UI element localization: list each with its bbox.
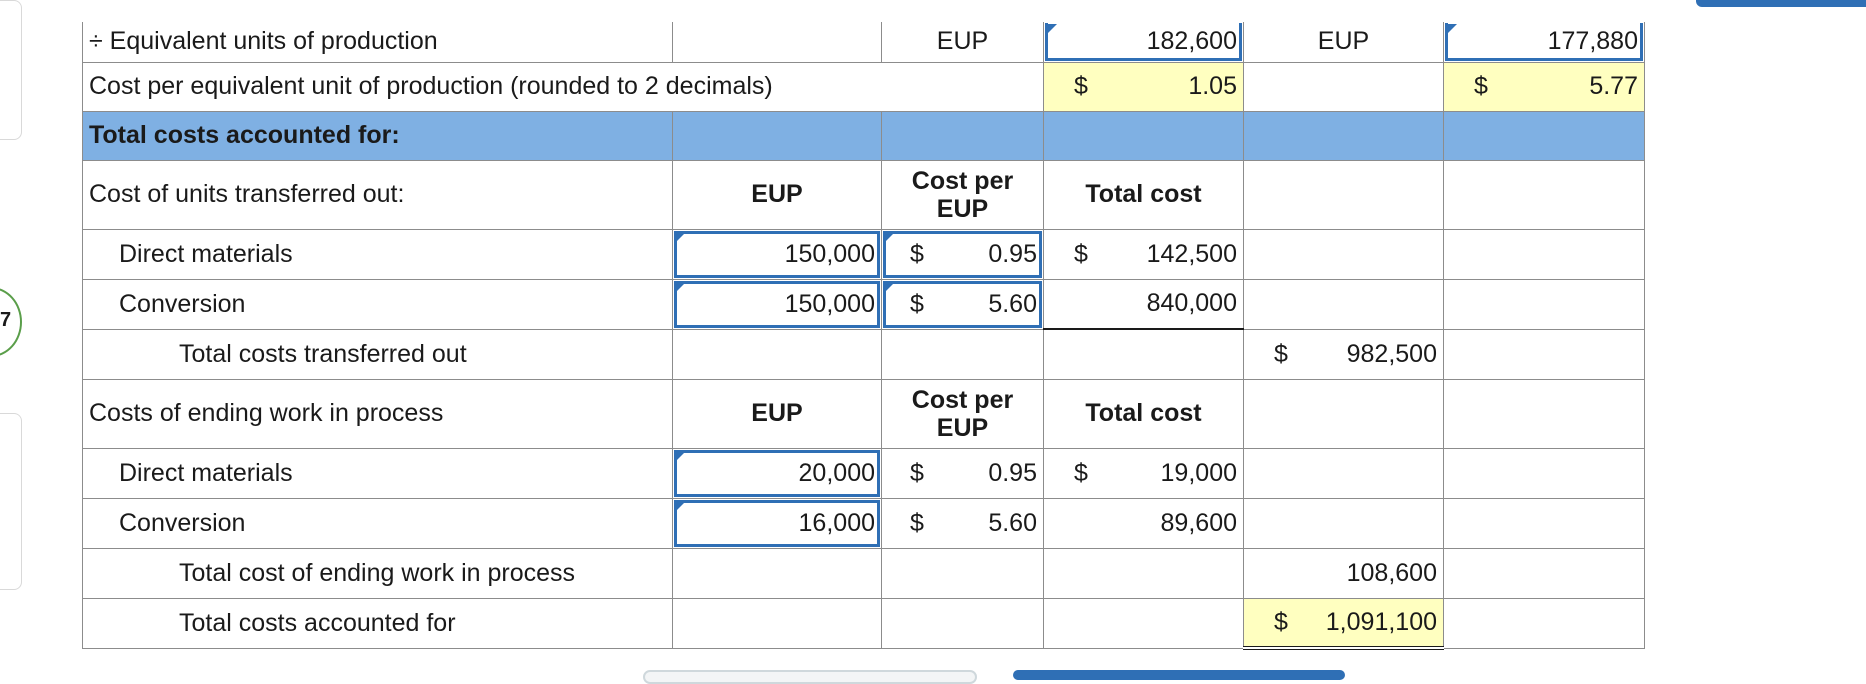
bottom-button-secondary[interactable] (643, 670, 977, 684)
currency-symbol: $ (1074, 239, 1088, 268)
eup-row-label: ÷ Equivalent units of production (82, 22, 673, 63)
eup-value: 150,000 (784, 239, 875, 268)
row-label: Direct materials (82, 447, 673, 499)
transferred-conv-row: Conversion 150,000 $5.60 840,000 (82, 278, 1645, 330)
row-label: Total costs transferred out (82, 328, 673, 380)
dm-eup-input[interactable]: 182,600 (1043, 22, 1244, 63)
conv-cost-per-eup-cell: $5.77 (1443, 61, 1645, 112)
dm-eup-unit: EUP (881, 22, 1044, 63)
transferred-dm-total-cell: $142,500 (1043, 228, 1244, 280)
currency-symbol: $ (1274, 607, 1288, 636)
cost-per-eup-value: 5.60 (988, 508, 1037, 537)
total-ending-wip-row: Total cost of ending work in process 108… (82, 547, 1645, 599)
ending-conv-cost-cell: $5.60 (881, 497, 1044, 549)
grand-total-row: Total costs accounted for $1,091,100 (82, 597, 1645, 650)
row-label: Conversion (82, 497, 673, 549)
side-panel-card (0, 0, 22, 140)
transferred-dm-eup-input[interactable]: 150,000 (672, 228, 882, 280)
currency-symbol: $ (1074, 458, 1088, 487)
transferred-header-row: Cost of units transferred out: EUP Cost … (82, 159, 1645, 230)
total-value: 89,600 (1160, 508, 1237, 537)
section-header-label: Total costs accounted for: (82, 110, 673, 161)
eup-value: 16,000 (798, 508, 875, 537)
transferred-conv-cost-input[interactable]: $5.60 (881, 278, 1044, 330)
transferred-conv-eup-input[interactable]: 150,000 (672, 278, 882, 330)
col-eup-header: EUP (672, 159, 882, 230)
cost-per-eup-value: 5.60 (988, 289, 1037, 318)
total-value: 840,000 (1146, 289, 1237, 318)
col-cost-per-eup-header: Cost per EUP (881, 378, 1044, 449)
row-label: Total costs accounted for (82, 597, 673, 649)
currency-symbol: $ (910, 289, 924, 318)
step-number: 7 (0, 309, 12, 331)
dm-cost-per-eup-cell: $1.05 (1043, 61, 1244, 112)
conv-eup-unit: EUP (1243, 22, 1444, 63)
ending-dm-total-cell: $19,000 (1043, 447, 1244, 499)
process-cost-table: ÷ Equivalent units of production EUP 182… (82, 22, 1645, 650)
row-label: Conversion (82, 278, 673, 330)
currency-symbol: $ (910, 508, 924, 537)
currency-symbol: $ (1474, 72, 1488, 100)
row-label: Direct materials (82, 228, 673, 280)
cost-per-eup-label: Cost per equivalent unit of production (… (82, 61, 1044, 112)
col-cost-per-eup-header: Cost per EUP (881, 159, 1044, 230)
section-header-row: Total costs accounted for: (82, 110, 1645, 161)
total-value: 108,600 (1346, 558, 1437, 587)
dm-eup-value: 182,600 (1146, 27, 1237, 56)
cost-per-eup-row: Cost per equivalent unit of production (… (82, 61, 1645, 112)
currency-symbol: $ (1074, 72, 1088, 100)
currency-symbol: $ (910, 239, 924, 268)
total-ending-wip-cell: 108,600 (1243, 547, 1444, 599)
total-value: 19,000 (1160, 458, 1237, 487)
ending-conv-row: Conversion 16,000 $5.60 89,600 (82, 497, 1645, 549)
conv-cost-per-eup-value: 5.77 (1589, 72, 1638, 100)
col-total-cost-header: Total cost (1043, 378, 1244, 449)
conv-eup-input[interactable]: 177,880 (1443, 22, 1645, 63)
ending-wip-header-row: Costs of ending work in process EUP Cost… (82, 378, 1645, 449)
row-label: Total cost of ending work in process (82, 547, 673, 599)
ending-conv-eup-input[interactable]: 16,000 (672, 497, 882, 549)
eup-value: 20,000 (798, 458, 875, 487)
cost-per-eup-value: 0.95 (988, 239, 1037, 268)
currency-symbol: $ (910, 458, 924, 487)
total-transferred-row: Total costs transferred out $982,500 (82, 328, 1645, 380)
ending-conv-total-cell: 89,600 (1043, 497, 1244, 549)
dm-cost-per-eup-value: 1.05 (1188, 72, 1237, 100)
currency-symbol: $ (1274, 339, 1288, 368)
ending-dm-row: Direct materials 20,000 $0.95 $19,000 (82, 447, 1645, 499)
top-right-button-edge[interactable] (1696, 0, 1866, 7)
total-value: 1,091,100 (1325, 607, 1437, 636)
conv-eup-value: 177,880 (1547, 27, 1638, 56)
col-total-cost-header: Total cost (1043, 159, 1244, 230)
col-eup-header: EUP (672, 378, 882, 449)
grand-total-cell: $1,091,100 (1243, 597, 1444, 650)
side-panel-card (0, 413, 22, 590)
transferred-conv-total-cell: 840,000 (1043, 278, 1244, 330)
total-value: 142,500 (1146, 239, 1237, 268)
transferred-dm-cost-input[interactable]: $0.95 (881, 228, 1044, 280)
cost-per-eup-value: 0.95 (988, 458, 1037, 487)
transferred-dm-row: Direct materials 150,000 $0.95 $142,500 (82, 228, 1645, 280)
total-value: 982,500 (1346, 339, 1437, 368)
total-transferred-cell: $982,500 (1243, 328, 1444, 380)
eup-row: ÷ Equivalent units of production EUP 182… (82, 22, 1645, 63)
ending-dm-eup-input[interactable]: 20,000 (672, 447, 882, 499)
ending-dm-cost-cell: $0.95 (881, 447, 1044, 499)
bottom-button-primary[interactable] (1013, 670, 1345, 680)
ending-wip-label: Costs of ending work in process (82, 378, 673, 449)
transferred-label: Cost of units transferred out: (82, 159, 673, 230)
eup-value: 150,000 (784, 289, 875, 318)
